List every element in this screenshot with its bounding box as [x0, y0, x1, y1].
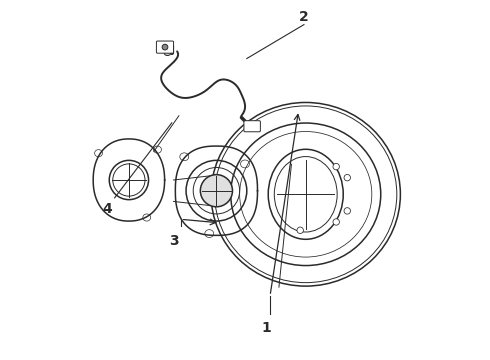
Ellipse shape	[164, 51, 171, 55]
Text: 1: 1	[262, 321, 271, 335]
Text: 4: 4	[102, 202, 112, 216]
Text: 2: 2	[299, 10, 309, 24]
FancyBboxPatch shape	[244, 121, 260, 132]
FancyBboxPatch shape	[156, 41, 173, 53]
Ellipse shape	[344, 175, 350, 181]
Ellipse shape	[297, 227, 303, 234]
Ellipse shape	[333, 219, 340, 225]
Text: 3: 3	[169, 234, 178, 248]
Ellipse shape	[164, 44, 171, 50]
Ellipse shape	[333, 163, 340, 170]
Ellipse shape	[344, 208, 350, 214]
Circle shape	[162, 44, 168, 50]
Circle shape	[200, 175, 232, 207]
Ellipse shape	[246, 125, 254, 130]
